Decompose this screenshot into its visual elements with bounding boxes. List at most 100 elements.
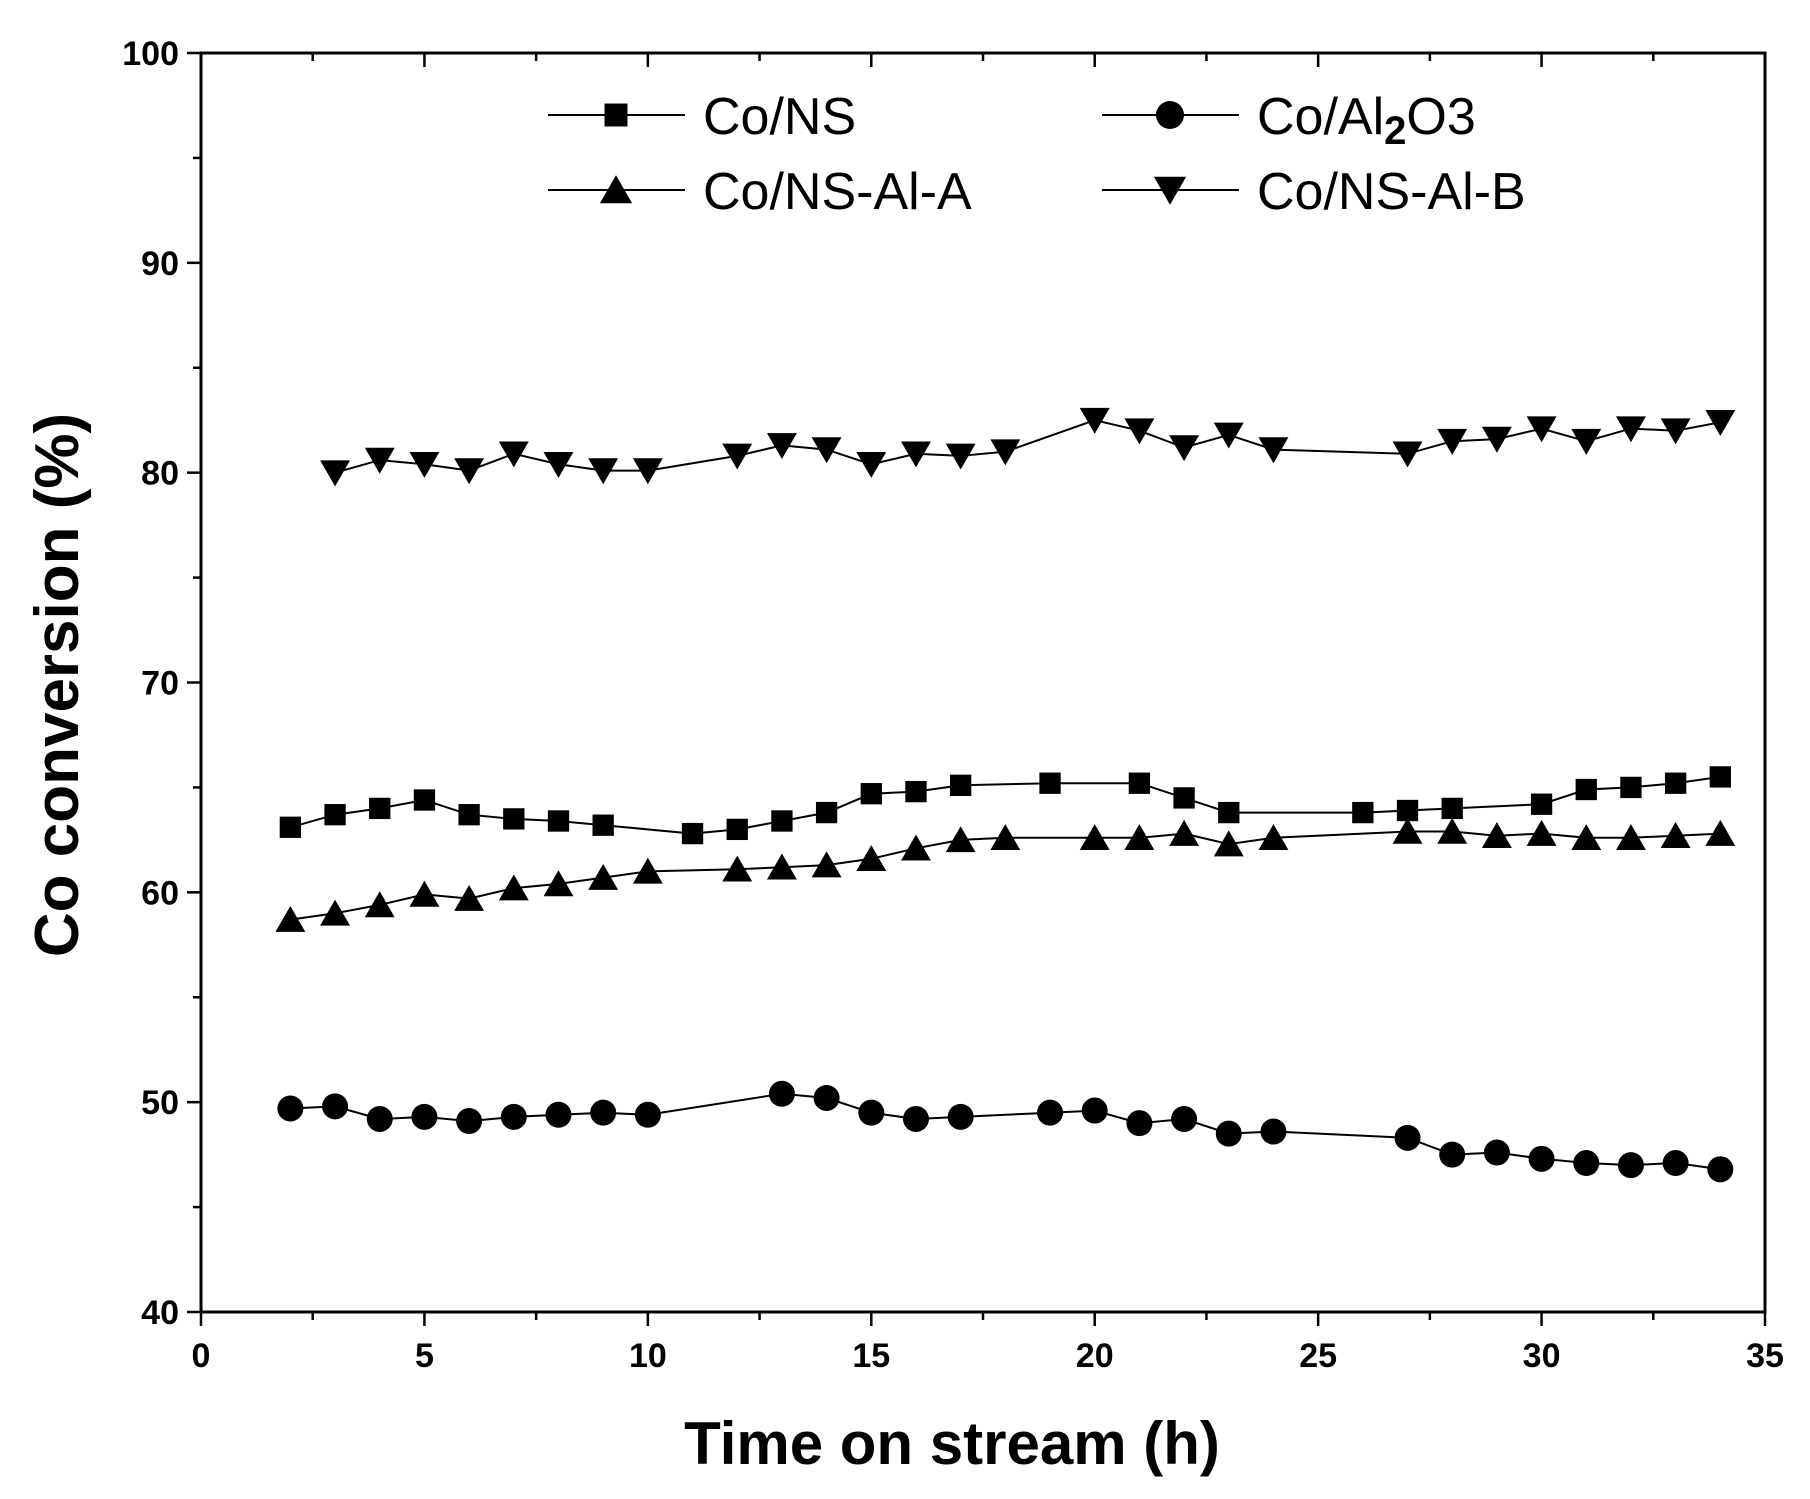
data-point (322, 1093, 349, 1120)
data-point (1575, 778, 1597, 801)
data-point (1437, 428, 1468, 455)
data-point (1260, 1118, 1287, 1145)
data-point (498, 441, 529, 468)
data-point (1660, 418, 1691, 445)
series-0 (279, 766, 1731, 845)
legend-marker (1153, 176, 1187, 205)
data-point (766, 433, 797, 460)
data-point (811, 437, 842, 464)
y-tick-label: 50 (141, 1084, 179, 1122)
data-point (1126, 1110, 1153, 1137)
data-point (320, 460, 351, 487)
y-tick-label: 80 (141, 455, 179, 493)
data-point (543, 451, 574, 478)
data-point (1571, 428, 1602, 455)
data-point (369, 797, 391, 820)
data-point (588, 458, 619, 485)
data-point (500, 1103, 527, 1130)
data-point (277, 1095, 304, 1122)
data-point (1620, 776, 1642, 799)
legend-label: Co/NS (703, 88, 856, 146)
x-tick-label: 5 (415, 1337, 434, 1375)
data-point (320, 899, 351, 926)
data-point (1218, 801, 1240, 824)
data-point (1037, 1099, 1064, 1126)
data-point (1392, 441, 1423, 468)
data-point (454, 884, 485, 911)
legend-label: Co/NS-Al-B (1257, 163, 1526, 221)
data-point (722, 855, 753, 882)
data-point (1709, 766, 1731, 788)
data-point (409, 451, 440, 478)
data-point (590, 1099, 617, 1126)
data-point (1213, 422, 1244, 449)
data-point (1081, 1097, 1108, 1124)
data-point (1441, 797, 1463, 820)
data-point (1173, 787, 1195, 809)
plot-series (275, 407, 1736, 1183)
data-point (545, 1101, 572, 1128)
data-point (543, 870, 574, 897)
y-tick-label: 70 (141, 665, 179, 703)
data-point (632, 458, 663, 485)
data-point (681, 822, 704, 845)
data-point (409, 880, 440, 907)
data-point (1526, 819, 1557, 846)
legend-label-main: Co/Al (1257, 88, 1384, 146)
legend-label-main: Co/NS-Al-B (1257, 163, 1526, 221)
series-line (334, 419, 1721, 474)
legend-marker (599, 175, 633, 204)
data-point (1352, 801, 1374, 824)
data-point (726, 818, 748, 841)
data-point (1481, 822, 1512, 848)
data-point (858, 1099, 885, 1126)
data-point (722, 443, 753, 470)
data-point (1258, 824, 1289, 851)
data-point (815, 801, 838, 824)
data-point (632, 857, 663, 884)
series-3 (320, 407, 1736, 487)
data-point (945, 826, 976, 853)
data-point (1258, 437, 1289, 464)
data-point (901, 441, 931, 468)
data-point (811, 851, 842, 878)
legend-entry: Co/NS-Al-A (548, 163, 972, 221)
data-point (1615, 824, 1646, 851)
legend-label: Co/Al2O3 (1257, 88, 1476, 153)
data-point (947, 1103, 974, 1130)
data-point (1483, 1139, 1510, 1166)
data-point (454, 458, 485, 485)
legend-label-main: Co/NS-Al-A (703, 163, 972, 221)
data-point (1169, 435, 1200, 462)
data-point (547, 810, 570, 832)
x-tick-label: 10 (629, 1337, 667, 1375)
data-point (275, 905, 306, 932)
data-point (1664, 772, 1687, 794)
data-point (768, 1080, 795, 1107)
data-point (1707, 1156, 1734, 1183)
x-tick-label: 30 (1523, 1337, 1561, 1375)
data-point (766, 853, 797, 880)
data-point (1660, 822, 1691, 848)
data-point (1079, 407, 1110, 434)
data-point (364, 447, 395, 474)
data-point (1124, 418, 1155, 445)
y-tick-label: 60 (141, 874, 179, 912)
data-point (771, 810, 793, 832)
data-point (905, 780, 927, 803)
data-point (1213, 830, 1244, 857)
data-point (1124, 824, 1155, 851)
series-1 (277, 1080, 1734, 1183)
data-point (1128, 772, 1151, 794)
data-point (1573, 1150, 1600, 1177)
data-point (1481, 426, 1512, 453)
data-point (1571, 824, 1602, 851)
x-tick-label: 25 (1299, 1337, 1337, 1375)
x-tick-label: 35 (1746, 1337, 1784, 1375)
data-point (1394, 1124, 1421, 1151)
data-point (1171, 1105, 1198, 1132)
x-axis-title: Time on stream (h) (684, 1410, 1220, 1477)
y-tick-label: 100 (122, 35, 179, 73)
axes: 0 5 10 15 20 25 30 35 40 50 60 70 80 90 100 (122, 35, 1784, 1375)
